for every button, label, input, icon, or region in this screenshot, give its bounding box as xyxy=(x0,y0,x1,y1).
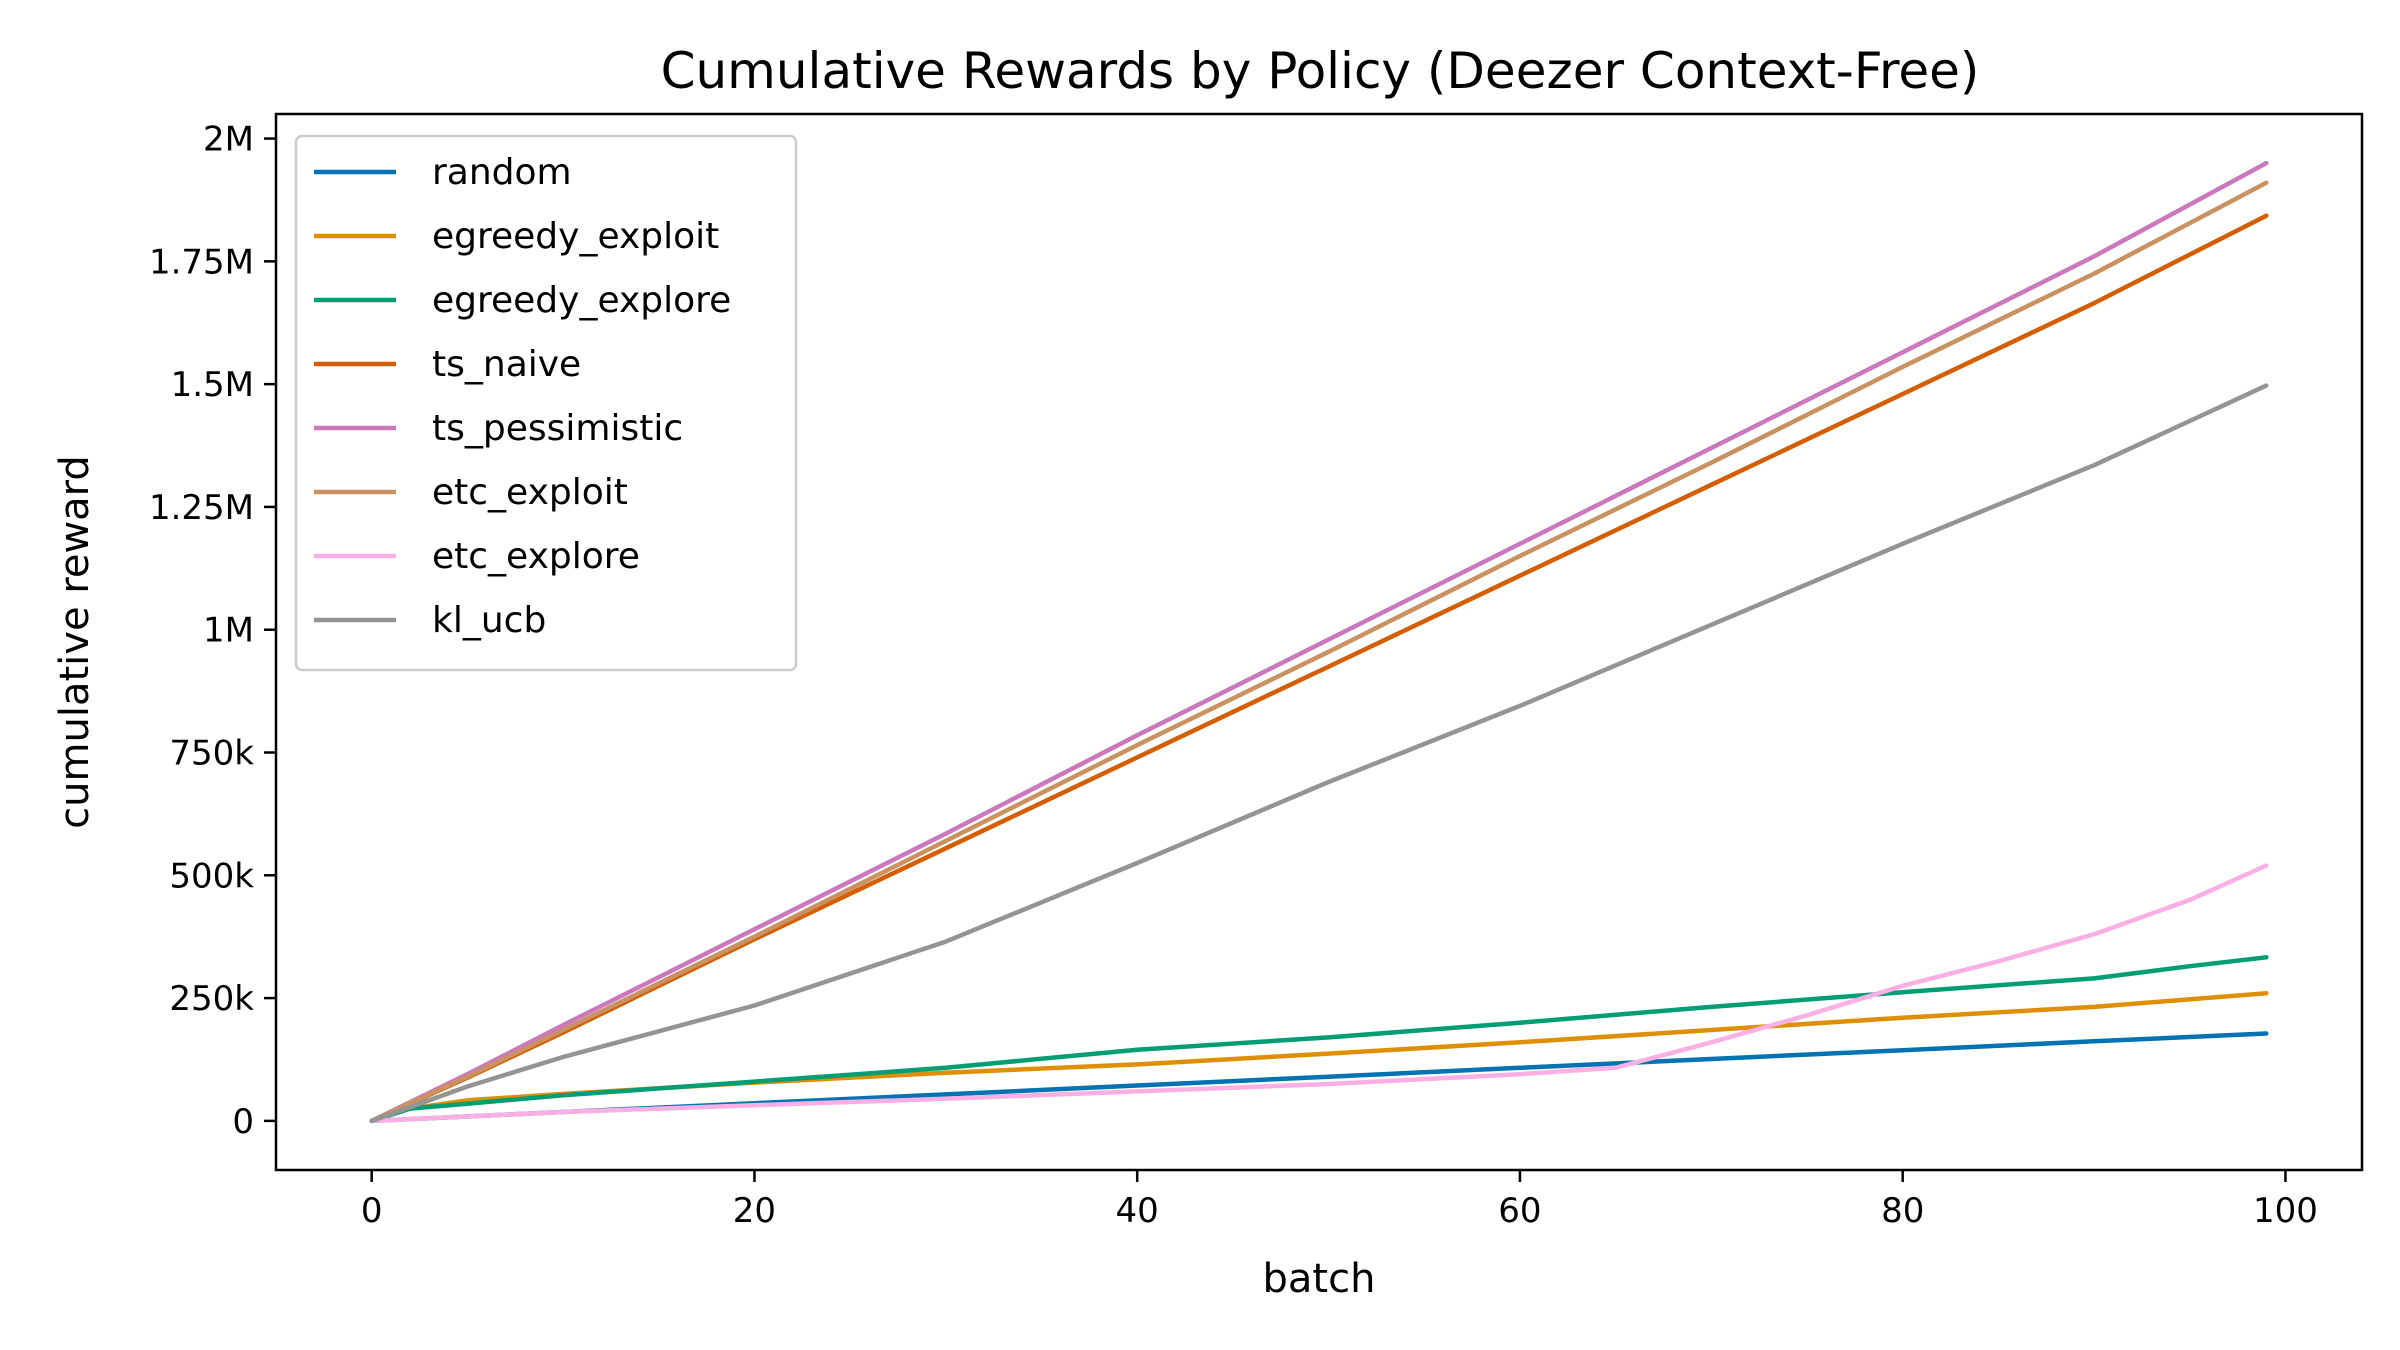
y-tick-label: 500k xyxy=(169,856,254,896)
x-axis-label: batch xyxy=(1263,1256,1376,1302)
series-line-egreedy-exploit xyxy=(369,990,2269,1124)
legend-label-etc-exploit: etc_exploit xyxy=(432,472,628,513)
y-tick-label: 1.75M xyxy=(149,242,254,282)
legend-label-random: random xyxy=(432,152,572,193)
chart-title: Cumulative Rewards by Policy (Deezer Con… xyxy=(661,42,1980,100)
y-tick-label: 0 xyxy=(232,1102,254,1142)
legend-label-etc-explore: etc_explore xyxy=(432,536,640,577)
legend-label-egreedy-explore: egreedy_explore xyxy=(432,280,731,321)
axis-ticks: 0 20 40 60 80 100 0 250k 500k 750k 1M 1.25M 1.5M 1.75… xyxy=(149,120,2318,1231)
x-tick-label: 60 xyxy=(1498,1191,1541,1231)
y-tick-label: 2M xyxy=(203,120,254,160)
x-tick-label: 80 xyxy=(1881,1191,1924,1231)
y-tick-label: 1.25M xyxy=(149,488,254,528)
series-line-ts-pessimistic xyxy=(369,160,2269,1124)
series-line-egreedy-explore xyxy=(369,955,2269,1124)
plot-area xyxy=(369,160,2269,1124)
series-line-kl-ucb xyxy=(369,383,2269,1124)
legend-label-egreedy-exploit: egreedy_exploit xyxy=(432,216,719,257)
y-axis-label: cumulative reward xyxy=(52,455,98,829)
x-tick-label: 100 xyxy=(2253,1191,2318,1231)
series-line-etc-explore xyxy=(369,863,2269,1124)
y-tick-label: 1.5M xyxy=(171,365,254,405)
legend: random egreedy_exploit egreedy_explore ts_n… xyxy=(294,134,798,672)
x-tick-label: 20 xyxy=(733,1191,776,1231)
legend-label-ts-pessimistic: ts_pessimistic xyxy=(432,408,683,449)
legend-label-ts-naive: ts_naive xyxy=(432,344,581,385)
plot-frame xyxy=(274,112,2364,1172)
legend-box xyxy=(294,134,798,672)
x-tick-label: 0 xyxy=(361,1191,383,1231)
y-tick-label: 250k xyxy=(169,979,254,1019)
series-line-etc-exploit xyxy=(369,180,2269,1124)
legend-label-kl-ucb: kl_ucb xyxy=(432,600,546,641)
y-tick-label: 1M xyxy=(203,611,254,651)
y-tick-label: 750k xyxy=(169,734,254,774)
x-tick-label: 40 xyxy=(1116,1191,1159,1231)
